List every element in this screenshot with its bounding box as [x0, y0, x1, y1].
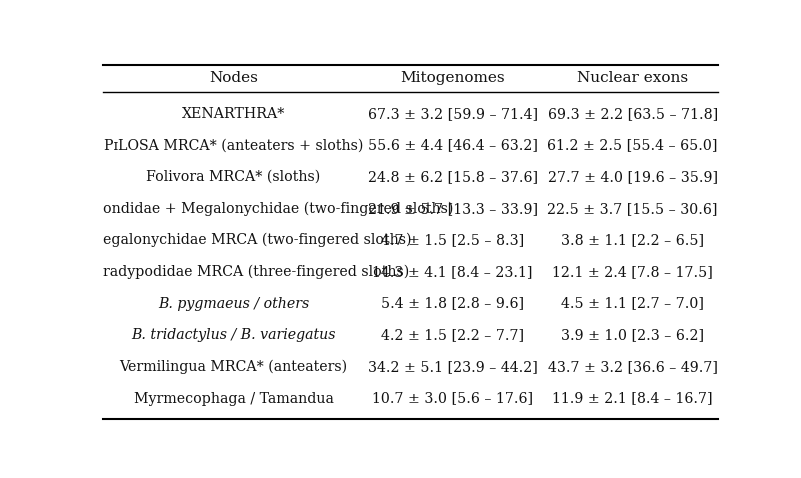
Text: 11.9 ± 2.1 [8.4 – 16.7]: 11.9 ± 2.1 [8.4 – 16.7] [553, 391, 713, 405]
Text: Nodes: Nodes [209, 71, 258, 85]
Text: 4.5 ± 1.1 [2.7 – 7.0]: 4.5 ± 1.1 [2.7 – 7.0] [562, 296, 704, 311]
Text: 55.6 ± 4.4 [46.4 – 63.2]: 55.6 ± 4.4 [46.4 – 63.2] [368, 138, 537, 152]
Text: Myrmecophaga / Tamandua: Myrmecophaga / Tamandua [134, 391, 333, 405]
Text: 43.7 ± 3.2 [36.6 – 49.7]: 43.7 ± 3.2 [36.6 – 49.7] [548, 360, 718, 374]
Text: 14.3 ± 4.1 [8.4 – 23.1]: 14.3 ± 4.1 [8.4 – 23.1] [372, 265, 533, 279]
Text: 21.9 ± 5.7 [13.3 – 33.9]: 21.9 ± 5.7 [13.3 – 33.9] [368, 202, 537, 216]
Text: 24.8 ± 6.2 [15.8 – 37.6]: 24.8 ± 6.2 [15.8 – 37.6] [368, 170, 537, 184]
Text: 61.2 ± 2.5 [55.4 – 65.0]: 61.2 ± 2.5 [55.4 – 65.0] [548, 138, 718, 152]
Text: PɪLOSA MRCA* (anteaters + sloths): PɪLOSA MRCA* (anteaters + sloths) [104, 138, 364, 152]
Text: Nuclear exons: Nuclear exons [578, 71, 688, 85]
Text: 4.2 ± 1.5 [2.2 – 7.7]: 4.2 ± 1.5 [2.2 – 7.7] [381, 328, 525, 342]
Text: Vermilingua MRCA* (anteaters): Vermilingua MRCA* (anteaters) [119, 360, 348, 374]
Text: 5.4 ± 1.8 [2.8 – 9.6]: 5.4 ± 1.8 [2.8 – 9.6] [381, 296, 525, 311]
Text: 12.1 ± 2.4 [7.8 – 17.5]: 12.1 ± 2.4 [7.8 – 17.5] [553, 265, 713, 279]
Text: XENARTHRA*: XENARTHRA* [182, 107, 285, 120]
Text: ondidae + Megalonychidae (two-fingered sloths): ondidae + Megalonychidae (two-fingered s… [103, 201, 453, 216]
Text: B. pygmaeus / others: B. pygmaeus / others [158, 296, 309, 311]
Text: Folivora MRCA* (sloths): Folivora MRCA* (sloths) [147, 170, 320, 184]
Text: 4.7 ± 1.5 [2.5 – 8.3]: 4.7 ± 1.5 [2.5 – 8.3] [381, 233, 525, 247]
Text: 34.2 ± 5.1 [23.9 – 44.2]: 34.2 ± 5.1 [23.9 – 44.2] [368, 360, 537, 374]
Text: 10.7 ± 3.0 [5.6 – 17.6]: 10.7 ± 3.0 [5.6 – 17.6] [372, 391, 533, 405]
Text: 22.5 ± 3.7 [15.5 – 30.6]: 22.5 ± 3.7 [15.5 – 30.6] [548, 202, 718, 216]
Text: 3.8 ± 1.1 [2.2 – 6.5]: 3.8 ± 1.1 [2.2 – 6.5] [562, 233, 704, 247]
Text: B. tridactylus / B. variegatus: B. tridactylus / B. variegatus [131, 328, 336, 342]
Text: 27.7 ± 4.0 [19.6 – 35.9]: 27.7 ± 4.0 [19.6 – 35.9] [548, 170, 718, 184]
Text: 69.3 ± 2.2 [63.5 – 71.8]: 69.3 ± 2.2 [63.5 – 71.8] [548, 107, 718, 120]
Text: 3.9 ± 1.0 [2.3 – 6.2]: 3.9 ± 1.0 [2.3 – 6.2] [562, 328, 704, 342]
Text: radypodidae MRCA (three-fingered sloths): radypodidae MRCA (three-fingered sloths) [103, 265, 409, 279]
Text: egalonychidae MRCA (two-fingered sloths): egalonychidae MRCA (two-fingered sloths) [103, 233, 412, 248]
Text: Mitogenomes: Mitogenomes [400, 71, 505, 85]
Text: 67.3 ± 3.2 [59.9 – 71.4]: 67.3 ± 3.2 [59.9 – 71.4] [368, 107, 537, 120]
